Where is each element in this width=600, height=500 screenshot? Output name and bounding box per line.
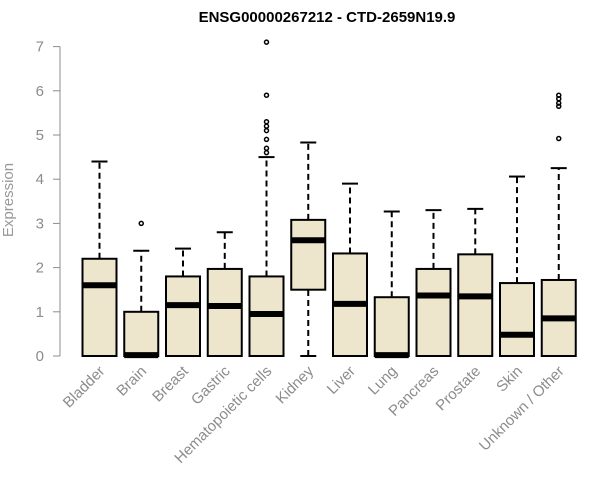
box-iqr	[499, 282, 535, 358]
box-group	[332, 182, 368, 357]
box-group	[290, 141, 327, 357]
x-category-label: Bladder	[60, 363, 109, 412]
y-tick-label: 4	[36, 171, 44, 188]
box-iqr	[123, 310, 160, 357]
box-iqr	[373, 296, 410, 357]
x-category-label: Liver	[324, 363, 359, 398]
x-category-label: Prostate	[433, 363, 485, 415]
x-category-label: Skin	[493, 363, 526, 396]
box-group	[457, 207, 494, 357]
y-tick-label: 2	[36, 260, 44, 277]
box-group	[123, 220, 160, 359]
box-group	[540, 92, 577, 358]
y-axis-label: Expression	[0, 163, 17, 237]
y-tick-label: 3	[36, 215, 44, 232]
box-iqr	[206, 267, 243, 357]
y-tick-label: 0	[36, 348, 44, 365]
outlier-point	[263, 118, 270, 125]
y-tick-label: 1	[36, 304, 44, 321]
box-iqr	[165, 275, 201, 357]
y-axis: 0 1 2 3 4 5 6 7	[36, 39, 61, 365]
box-group	[499, 175, 535, 358]
box-group	[373, 210, 410, 359]
outlier-point	[263, 92, 270, 98]
outlier-point	[263, 127, 270, 134]
box-group	[248, 39, 285, 357]
outlier-point	[556, 135, 562, 142]
chart-title: ENSG00000267212 - CTD-2659N19.9	[199, 9, 456, 26]
box-group	[165, 247, 201, 357]
box-group	[206, 231, 243, 357]
box-group	[81, 160, 118, 358]
outlier-point	[263, 123, 270, 129]
outlier-point	[556, 100, 562, 106]
outlier-point	[138, 220, 144, 227]
outlier-point	[556, 92, 562, 98]
outlier-point	[263, 136, 270, 143]
y-tick-label: 5	[36, 127, 44, 144]
box-iqr	[415, 267, 452, 357]
box-iqr	[290, 218, 327, 291]
outlier-point	[263, 149, 270, 156]
box-iqr	[81, 257, 118, 358]
y-tick-label: 7	[36, 39, 44, 56]
x-category-label: Brain	[113, 363, 150, 400]
x-category-label: Breast	[149, 362, 192, 405]
box-group	[415, 209, 452, 357]
box-series	[81, 39, 577, 359]
box-iqr	[457, 253, 494, 357]
outlier-point	[556, 103, 562, 110]
outlier-point	[263, 39, 270, 45]
x-category-label: Kidney	[273, 362, 318, 407]
outlier-point	[263, 145, 270, 152]
x-category-label: Lung	[365, 363, 401, 399]
y-tick-label: 6	[36, 83, 44, 100]
